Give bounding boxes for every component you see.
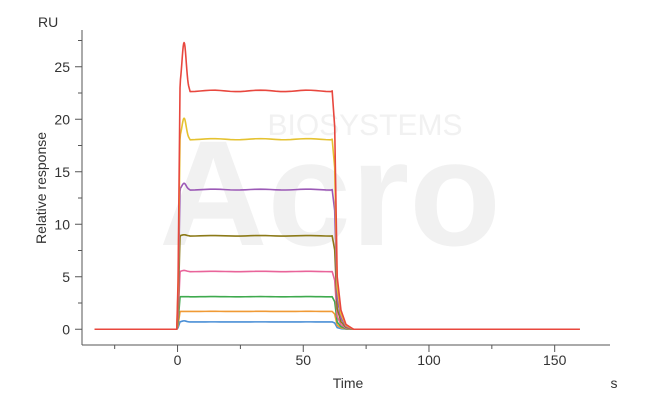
series-layer: [94, 41, 580, 331]
y-tick-label: 10: [54, 216, 70, 232]
x-tick-label: 100: [417, 352, 441, 368]
x-tick-label: 0: [174, 352, 182, 368]
series-line-4: [94, 233, 580, 331]
axes: 0 50 100 150 0 5 10 15 20 25: [54, 30, 610, 368]
series-line-3: [94, 182, 580, 331]
y-tick-label: 15: [54, 164, 70, 180]
y-tick-label: 5: [62, 269, 70, 285]
series-line-6: [94, 295, 580, 331]
series-line-5: [94, 269, 580, 331]
x-tick-label: 150: [543, 352, 567, 368]
y-tick-label: 20: [54, 111, 70, 127]
watermark: Acro BIOSYSTEMS: [159, 109, 501, 277]
svg-text:Acro: Acro: [159, 109, 501, 277]
x-unit-label: s: [611, 375, 618, 391]
series-line-7: [94, 310, 580, 331]
y-tick-label: 0: [62, 321, 70, 337]
x-tick-label: 50: [295, 352, 311, 368]
y-unit-label: RU: [38, 14, 58, 30]
svg-text:BIOSYSTEMS: BIOSYSTEMS: [267, 109, 462, 142]
series-line-1: [94, 41, 580, 331]
series-line-2: [94, 117, 580, 331]
y-axis-title: Relative response: [33, 132, 49, 244]
x-axis-title: Time: [333, 375, 364, 391]
y-tick-label: 25: [54, 59, 70, 75]
series-line-8: [94, 320, 580, 331]
